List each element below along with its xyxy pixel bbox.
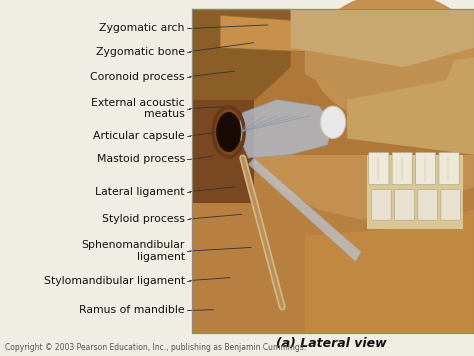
Ellipse shape [217,112,241,151]
Text: Mastoid process: Mastoid process [97,155,185,164]
Polygon shape [192,9,291,106]
Text: External acoustic
meatus: External acoustic meatus [91,98,185,119]
Polygon shape [237,100,333,158]
FancyBboxPatch shape [369,152,389,184]
Ellipse shape [310,0,474,122]
Text: Sphenomandibular
ligament: Sphenomandibular ligament [82,240,185,262]
FancyBboxPatch shape [192,9,474,155]
Text: Coronoid process: Coronoid process [91,72,185,82]
FancyBboxPatch shape [439,152,459,184]
Ellipse shape [320,106,346,138]
Polygon shape [248,158,361,262]
FancyBboxPatch shape [416,152,436,184]
Polygon shape [305,210,474,333]
Text: Styloid process: Styloid process [102,214,185,224]
Polygon shape [192,164,474,333]
FancyBboxPatch shape [395,190,414,220]
Text: Lateral ligament: Lateral ligament [95,187,185,197]
Text: Copyright © 2003 Pearson Education, Inc., publishing as Benjamin Cummings.: Copyright © 2003 Pearson Education, Inc.… [5,343,306,352]
FancyBboxPatch shape [372,190,391,220]
FancyBboxPatch shape [441,190,461,220]
Text: Zygomatic bone: Zygomatic bone [96,47,185,57]
Polygon shape [192,100,254,203]
Text: Articular capsule: Articular capsule [93,131,185,141]
Polygon shape [305,28,460,100]
Polygon shape [291,9,474,67]
Text: Zygomatic arch: Zygomatic arch [100,23,185,33]
Text: (a) Lateral view: (a) Lateral view [276,337,387,350]
Bar [192,9,474,333]
Polygon shape [220,15,375,54]
Bar [367,155,463,229]
Text: Stylomandibular ligament: Stylomandibular ligament [44,276,185,286]
Polygon shape [347,57,474,155]
Text: Ramus of mandible: Ramus of mandible [79,305,185,315]
FancyBboxPatch shape [392,152,412,184]
FancyBboxPatch shape [418,190,438,220]
